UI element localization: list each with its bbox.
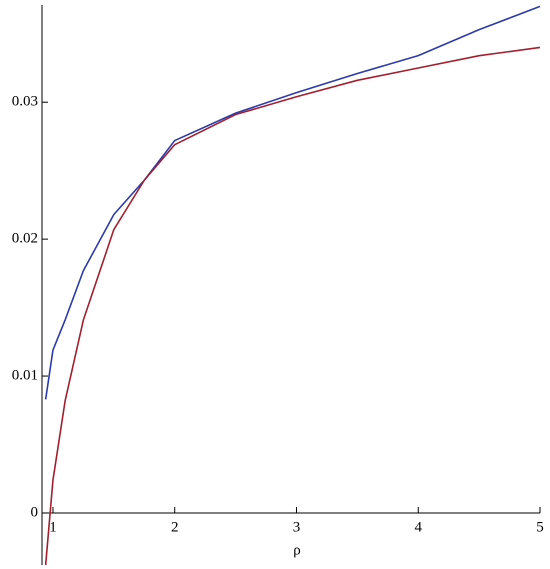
y-tick-label: 0 (31, 504, 39, 520)
x-tick-label: 2 (171, 519, 179, 535)
y-tick-label: 0.02 (12, 231, 38, 247)
x-tick-label: 3 (293, 519, 301, 535)
x-axis-label: ρ (293, 542, 301, 558)
x-tick-label: 5 (536, 519, 544, 535)
y-tick-label: 0.01 (12, 367, 38, 383)
series-line (44, 5, 541, 400)
x-tick-label: 4 (414, 519, 422, 535)
x-tick-label: 1 (49, 519, 57, 535)
y-tick-label: 0.03 (12, 94, 38, 110)
series-line (44, 46, 541, 566)
